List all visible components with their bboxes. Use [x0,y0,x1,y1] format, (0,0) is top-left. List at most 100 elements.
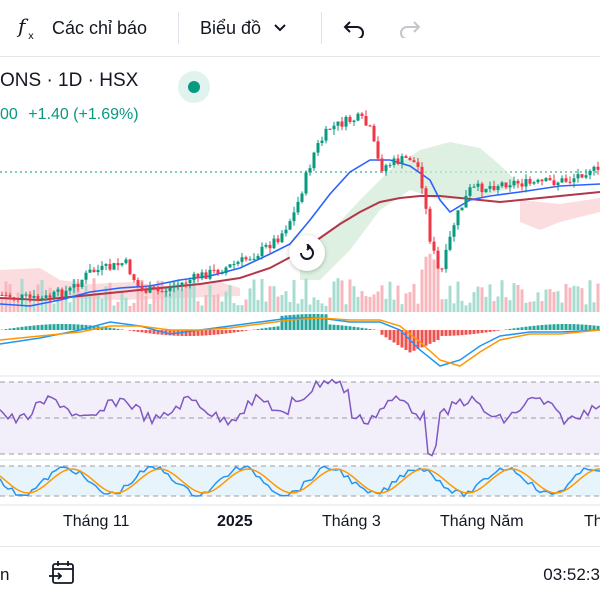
candle-body [333,126,336,129]
volume-bar [313,297,316,312]
price-chart[interactable] [0,57,600,545]
macd-hist-bar [405,330,408,350]
candle-body [437,251,440,269]
volume-bar [349,279,352,312]
volume-bar [69,302,72,312]
macd-hist-bar [469,330,472,334]
volume-bar [465,305,468,312]
volume-bar [477,287,480,312]
macd-hist-bar [13,328,16,330]
volume-bar [593,302,596,312]
candle-body [557,183,560,185]
candle-body [9,295,12,297]
macd-hist-bar [297,314,300,330]
macd-hist-bar [533,326,536,330]
volume-bar [549,289,552,312]
macd-hist-bar [25,326,28,330]
macd-hist-bar [121,329,124,330]
reset-chart-button[interactable] [289,235,325,271]
volume-bar [309,305,312,312]
volume-bar [425,257,428,312]
volume-bar [381,285,384,312]
candle-body [193,274,196,280]
candle-body [185,283,188,284]
volume-bar [545,289,548,312]
candle-body [153,287,156,288]
candle-body [117,263,120,265]
candle-body [525,179,528,187]
candle-body [397,158,400,164]
volume-bar [541,301,544,312]
volume-bar [537,292,540,312]
candle-body [581,174,584,177]
volume-bar [129,306,132,312]
market-status-indicator[interactable] [178,71,210,103]
volume-bar [113,305,116,312]
macd-hist-bar [137,330,140,332]
price-change-value: +1.40 (+1.69%) [28,106,138,123]
volume-bar [353,286,356,312]
macd-hist-bar [33,325,36,330]
volume-bar [249,288,252,312]
volume-bar [181,290,184,312]
volume-bar [569,288,572,312]
macd-hist-bar [321,314,324,330]
volume-bar [77,288,80,312]
candle-body [113,263,116,270]
candle-body [121,263,124,265]
volume-bar [517,285,520,312]
candle-body [65,291,68,297]
candle-body [213,270,216,271]
indicators-button[interactable]: f x Các chỉ báo [16,0,147,56]
macd-hist-bar [441,330,444,336]
macd-hist-bar [521,327,524,330]
macd-hist-bar [561,324,564,330]
candle-body [313,153,316,169]
candle-body [129,260,132,275]
candle-body [245,257,248,259]
chart-area[interactable] [0,57,600,545]
volume-bar [521,289,524,312]
candle-body [357,114,360,121]
volume-bar [341,280,344,312]
macd-hist-bar [497,330,500,331]
macd-line [0,318,600,366]
candle-body [453,225,456,237]
symbol-legend[interactable]: ONS · 1D · HSX [0,70,138,92]
candle-body [369,125,372,126]
macd-hist-bar [37,325,40,330]
macd-hist-bar [509,329,512,330]
volume-bar [153,289,156,312]
volume-bar [1,299,4,312]
volume-bar [237,305,240,312]
macd-hist-bar [53,324,56,330]
candle-body [5,295,8,296]
candle-body [413,160,416,162]
range-label[interactable]: n [0,565,9,585]
volume-bar [397,286,400,312]
go-to-date-button[interactable] [48,559,76,592]
macd-hist-bar [449,330,452,336]
redo-button[interactable] [398,0,422,56]
volume-bar [245,300,248,312]
volume-bar [433,259,436,312]
candle-body [341,121,344,126]
macd-hist-bar [517,328,520,330]
volume-bar [81,296,84,312]
macd-hist-bar [285,315,288,330]
candle-body [241,257,244,262]
candle-body [141,286,144,290]
volume-bar [241,305,244,312]
volume-bar [413,284,416,312]
candle-body [285,230,288,234]
macd-hist-bar [281,316,284,330]
undo-button[interactable] [342,0,366,56]
chart-type-dropdown[interactable]: Biểu đồ [200,0,287,56]
volume-bar [377,292,380,312]
macd-hist-bar [317,314,320,330]
volume-bar [581,288,584,312]
volume-bar [497,296,500,312]
volume-bar [185,284,188,312]
macd-hist-bar [573,324,576,330]
volume-bar [489,284,492,312]
